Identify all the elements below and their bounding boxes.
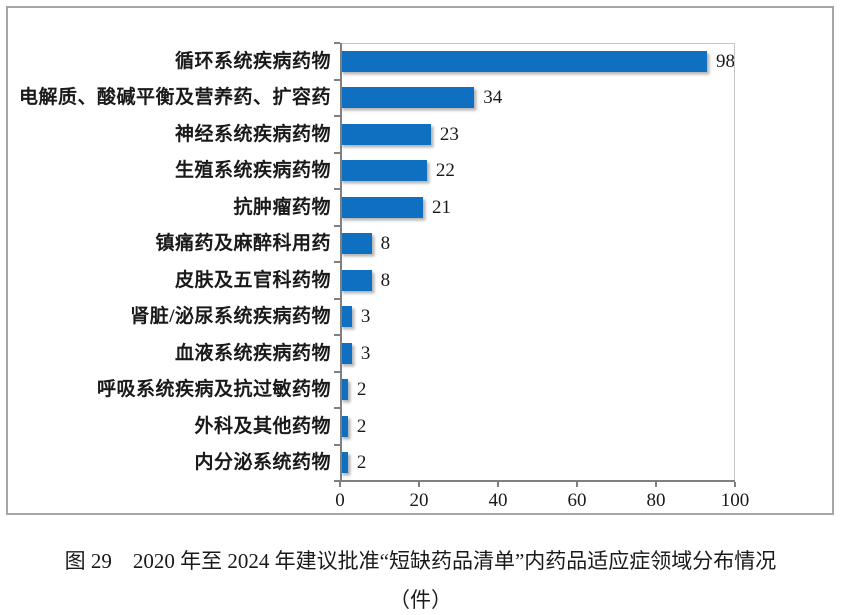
- x-axis-tick: [339, 482, 341, 487]
- value-label: 22: [435, 160, 455, 182]
- bar-track: 98: [340, 43, 735, 80]
- x-axis-tick: [497, 482, 499, 487]
- x-axis-tick: [655, 482, 657, 487]
- x-axis-tick-label: 60: [567, 490, 587, 511]
- bar: [340, 452, 348, 474]
- value-label: 3: [360, 306, 371, 328]
- bar: [340, 269, 372, 291]
- category-label: 外科及其他药物: [194, 415, 331, 437]
- bar-rows: 循环系统疾病药物 98 电解质、酸碱平衡及营养药、扩容药 34 神经系统疾病药物 23 生殖…: [8, 43, 735, 481]
- value-label: 2: [356, 452, 367, 474]
- y-axis-tick: [334, 370, 340, 373]
- y-axis-tick: [334, 407, 340, 409]
- value-label: 2: [356, 379, 367, 401]
- x-axis-tick-label: 100: [720, 490, 750, 511]
- category-label: 镇痛药及麻醉科用药: [155, 233, 331, 255]
- y-axis-tick: [334, 115, 340, 117]
- bar-track: 8: [340, 262, 735, 299]
- bar-row: 镇痛药及麻醉科用药 8: [8, 226, 735, 263]
- bar-track: 2: [340, 372, 735, 409]
- value-label: 23: [439, 123, 459, 145]
- caption-line-2: （件）: [389, 588, 452, 613]
- bar-row: 肾脏/泌尿系统疾病药物 3: [8, 299, 735, 336]
- bar: [340, 342, 352, 364]
- y-axis-tick: [334, 224, 340, 227]
- caption-line-1: 图 29 2020 年至 2024 年建议批准“短缺药品清单”内药品适应症领域分…: [64, 549, 777, 573]
- y-axis-tick: [334, 188, 340, 190]
- x-axis-tick-label: 80: [646, 490, 666, 511]
- y-axis-tick: [334, 42, 340, 44]
- category-label: 内分泌系统药物: [194, 452, 331, 474]
- bar-row: 抗肿瘤药物 21: [8, 189, 735, 226]
- x-axis-tick: [734, 482, 736, 487]
- bar-row: 神经系统疾病药物 23: [8, 116, 735, 153]
- bar-track: 2: [340, 445, 735, 482]
- figure-caption: 图 29 2020 年至 2024 年建议批准“短缺药品清单”内药品适应症领域分…: [0, 549, 841, 613]
- y-axis-tick: [334, 443, 340, 446]
- category-label: 血液系统疾病药物: [174, 342, 331, 364]
- bar: [340, 123, 431, 145]
- y-axis-tick: [334, 297, 340, 300]
- chart-frame: 循环系统疾病药物 98 电解质、酸碱平衡及营养药、扩容药 34 神经系统疾病药物 23 生殖…: [6, 6, 834, 515]
- category-label: 皮肤及五官科药物: [174, 269, 331, 291]
- x-axis-tick: [576, 482, 578, 487]
- bar-track: 23: [340, 116, 735, 153]
- y-axis-tick: [334, 334, 340, 336]
- category-label: 呼吸系统疾病及抗过敏药物: [96, 379, 331, 401]
- bar-row: 血液系统疾病药物 3: [8, 335, 735, 372]
- bar-track: 22: [340, 153, 735, 190]
- bar-track: 3: [340, 335, 735, 372]
- x-axis-tick-label: 20: [409, 490, 429, 511]
- bar: [340, 379, 348, 401]
- y-axis-tick: [334, 261, 340, 263]
- bar-track: 21: [340, 189, 735, 226]
- y-axis-tick: [334, 480, 340, 482]
- value-label: 8: [380, 269, 391, 291]
- y-axis-line: [340, 43, 342, 481]
- bar-track: 8: [340, 226, 735, 263]
- bar-row: 皮肤及五官科药物 8: [8, 262, 735, 299]
- value-label: 2: [356, 415, 367, 437]
- bar-track: 2: [340, 408, 735, 445]
- bar: [340, 160, 427, 182]
- bar-row: 生殖系统疾病药物 22: [8, 153, 735, 190]
- bar: [340, 87, 475, 109]
- category-label: 肾脏/泌尿系统疾病药物: [130, 306, 331, 328]
- x-axis-line: [335, 480, 735, 482]
- bar-row: 内分泌系统药物 2: [8, 445, 735, 482]
- value-label: 98: [716, 50, 735, 72]
- y-axis-tick: [334, 78, 340, 81]
- x-axis-tick-label: 40: [488, 490, 508, 511]
- category-label: 循环系统疾病药物: [174, 50, 331, 72]
- category-label: 神经系统疾病药物: [174, 123, 331, 145]
- bar-row: 电解质、酸碱平衡及营养药、扩容药 34: [8, 80, 735, 117]
- bar-row: 呼吸系统疾病及抗过敏药物 2: [8, 372, 735, 409]
- bar: [340, 233, 372, 255]
- category-label: 生殖系统疾病药物: [174, 160, 331, 182]
- x-axis-tick-label: 0: [335, 490, 345, 511]
- y-axis-tick: [334, 151, 340, 154]
- bar-row: 循环系统疾病药物 98: [8, 43, 735, 80]
- value-label: 21: [431, 196, 451, 218]
- value-label: 3: [360, 342, 371, 364]
- bar-row: 外科及其他药物 2: [8, 408, 735, 445]
- category-label: 电解质、酸碱平衡及营养药、扩容药: [18, 87, 331, 109]
- bar: [340, 50, 707, 72]
- x-axis-tick: [418, 482, 420, 487]
- bar: [340, 415, 348, 437]
- value-label: 34: [483, 87, 503, 109]
- bar-track: 3: [340, 299, 735, 336]
- bar-track: 34: [340, 80, 735, 117]
- bar: [340, 306, 352, 328]
- value-label: 8: [380, 233, 391, 255]
- bar: [340, 196, 423, 218]
- category-label: 抗肿瘤药物: [233, 196, 331, 218]
